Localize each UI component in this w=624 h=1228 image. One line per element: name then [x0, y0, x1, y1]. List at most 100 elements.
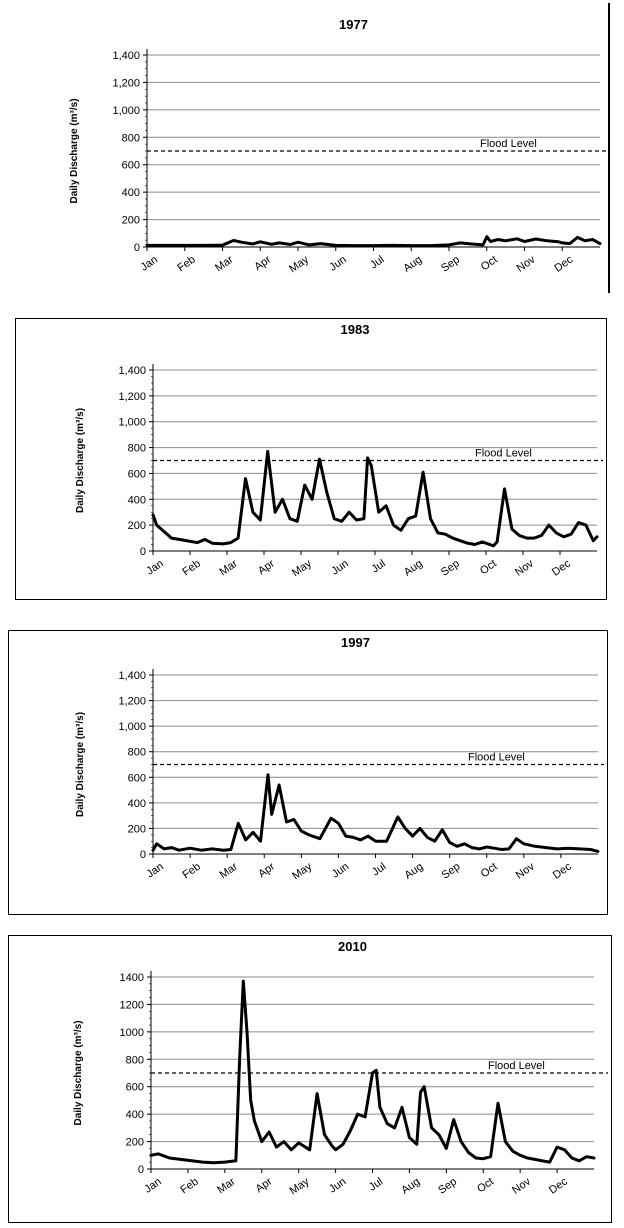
- x-tick-label-1997-aug: Aug: [403, 861, 426, 882]
- y-axis-label-1997: Daily Discharge (m³/s): [75, 712, 86, 817]
- y-tick-label-1983-2: 400: [128, 494, 146, 506]
- y-tick-label-1997-7: 1,400: [118, 670, 146, 682]
- x-tick-label-1983-nov: Nov: [513, 557, 536, 578]
- x-tick-label-1983-mar: Mar: [217, 557, 240, 578]
- y-tick-label-1977-4: 800: [122, 132, 140, 144]
- flood-level-label-1977: Flood Level: [480, 138, 537, 150]
- x-tick-label-1997-apr: Apr: [256, 860, 277, 880]
- y-tick-label-1983-0: 0: [140, 546, 146, 558]
- chart-panel-1983: 1983 0 200 400 600 800 1,000 1,200 1,400 Daily Di…: [15, 318, 607, 600]
- x-tick-label-1997-sep: Sep: [440, 861, 463, 882]
- x-tick-label-1997-jul: Jul: [370, 861, 388, 879]
- y-tick-label-1997-4: 800: [128, 747, 146, 759]
- y-tick-label-1983-7: 1,400: [118, 365, 146, 377]
- x-tick-label-1977-nov: Nov: [515, 253, 538, 274]
- y-tick-label-1977-1: 200: [122, 215, 140, 227]
- y-tick-label-1977-7: 1,400: [112, 50, 140, 62]
- series-line-1977-0: [145, 235, 602, 248]
- y-tick-label-2010-5: 1000: [120, 1027, 144, 1039]
- x-tick-label-1983-apr: Apr: [256, 557, 277, 577]
- x-tick-label-2010-jun: Jun: [327, 1176, 348, 1196]
- x-tick-label-1977-aug: Aug: [401, 254, 424, 275]
- x-tick-label-1977-may: May: [287, 253, 311, 275]
- chart-svg-2010: 2010 0 200 400 600 800 1000 1200 1400 Daily Disch…: [8, 935, 612, 1223]
- x-tick-label-1997-dec: Dec: [551, 860, 574, 881]
- panel-border-1983: [15, 318, 607, 600]
- y-tick-label-1983-4: 800: [128, 443, 146, 455]
- y-axis-label-1983: Daily Discharge (m³/s): [75, 408, 86, 513]
- series-line-1997-0: [151, 773, 600, 853]
- y-tick-label-1977-2: 400: [122, 187, 140, 199]
- x-tick-label-2010-may: May: [288, 1175, 312, 1197]
- x-tick-label-1997-nov: Nov: [514, 860, 537, 881]
- chart-title-1997: 1997: [341, 635, 370, 650]
- panel-border-1997: [8, 630, 608, 915]
- y-tick-label-1977-5: 1,000: [112, 105, 140, 117]
- x-tick-label-2010-mar: Mar: [215, 1175, 238, 1196]
- x-tick-label-2010-jan: Jan: [142, 1176, 163, 1196]
- series-line-1983-0: [151, 449, 599, 548]
- x-tick-label-1983-sep: Sep: [439, 558, 462, 579]
- chart-panel-1997: 1997 0 200 400 600 800 1,000 1,200 1,400 Daily Di…: [8, 630, 608, 915]
- x-tick-label-1983-jul: Jul: [369, 558, 387, 576]
- y-tick-label-2010-3: 600: [126, 1082, 144, 1094]
- x-tick-label-1997-mar: Mar: [218, 860, 241, 881]
- y-tick-label-1997-6: 1,200: [118, 696, 146, 708]
- x-tick-label-1983-dec: Dec: [550, 557, 573, 578]
- y-tick-label-2010-0: 0: [138, 1164, 144, 1176]
- chart-title-1977: 1977: [339, 17, 368, 32]
- x-tick-label-1997-jun: Jun: [330, 861, 351, 881]
- y-tick-label-2010-4: 800: [126, 1054, 144, 1066]
- x-tick-label-1997-may: May: [290, 860, 314, 882]
- y-tick-label-1983-1: 200: [128, 520, 146, 532]
- x-tick-label-2010-dec: Dec: [547, 1175, 570, 1196]
- x-tick-label-1977-dec: Dec: [552, 253, 575, 274]
- y-tick-label-2010-1: 200: [126, 1137, 144, 1149]
- x-tick-label-1977-jan: Jan: [139, 254, 160, 274]
- flood-level-label-1997: Flood Level: [468, 752, 525, 764]
- y-tick-label-1983-5: 1,000: [118, 417, 146, 429]
- x-tick-label-1977-sep: Sep: [439, 254, 462, 275]
- chart-title-2010: 2010: [338, 939, 367, 954]
- chart-svg-1983: 1983 0 200 400 600 800 1,000 1,200 1,400 Daily Di…: [15, 318, 607, 600]
- y-tick-label-1997-5: 1,000: [118, 721, 146, 733]
- y-tick-label-1983-6: 1,200: [118, 391, 146, 403]
- x-tick-label-1983-oct: Oct: [478, 558, 499, 578]
- x-tick-label-2010-oct: Oct: [475, 1176, 496, 1196]
- chart-svg-1997: 1997 0 200 400 600 800 1,000 1,200 1,400 Daily Di…: [8, 630, 608, 915]
- y-tick-label-1977-3: 600: [122, 160, 140, 172]
- y-tick-label-1983-3: 600: [128, 468, 146, 480]
- y-tick-label-1997-0: 0: [140, 849, 146, 861]
- panel-border-2010: [8, 935, 612, 1223]
- x-tick-label-1977-oct: Oct: [479, 254, 500, 274]
- x-tick-label-2010-feb: Feb: [178, 1176, 200, 1197]
- y-tick-label-2010-2: 400: [126, 1109, 144, 1121]
- x-tick-label-1983-may: May: [290, 557, 314, 579]
- x-tick-label-1997-feb: Feb: [181, 861, 203, 882]
- x-tick-label-1977-feb: Feb: [175, 254, 197, 275]
- flood-level-label-2010: Flood Level: [488, 1060, 545, 1072]
- y-tick-label-1997-2: 400: [128, 798, 146, 810]
- chart-panel-2010: 2010 0 200 400 600 800 1000 1200 1400 Daily Disch…: [8, 935, 612, 1223]
- x-tick-label-2010-sep: Sep: [436, 1176, 459, 1197]
- y-axis-label-2010: Daily Discharge (m³/s): [73, 1020, 84, 1125]
- x-tick-label-1977-apr: Apr: [252, 253, 273, 273]
- y-axis-label-1977: Daily Discharge (m³/s): [69, 98, 80, 203]
- y-tick-label-2010-7: 1400: [120, 972, 144, 984]
- y-tick-label-1997-1: 200: [128, 823, 146, 835]
- x-tick-label-2010-nov: Nov: [510, 1175, 533, 1196]
- series-line-2010-0: [149, 979, 596, 1165]
- x-tick-label-1997-jan: Jan: [144, 861, 165, 881]
- chart-title-1983: 1983: [341, 322, 370, 337]
- flood-level-label-1983: Flood Level: [475, 448, 532, 460]
- x-tick-label-1977-jun: Jun: [327, 254, 348, 274]
- chart-svg-1977: 1977 0 200 400 600 800 1,000 1,200 1,400 Daily Di…: [69, 3, 610, 293]
- chart-panel-1977: 1977 0 200 400 600 800 1,000 1,200 1,400 Daily Di…: [2, 3, 610, 293]
- y-tick-label-1977-6: 1,200: [112, 77, 140, 89]
- y-tick-label-2010-6: 1200: [120, 999, 144, 1011]
- x-tick-label-1983-feb: Feb: [180, 558, 202, 579]
- x-tick-label-1977-mar: Mar: [213, 253, 236, 274]
- y-tick-label-1977-0: 0: [134, 242, 140, 254]
- x-tick-label-2010-aug: Aug: [399, 1176, 422, 1197]
- x-tick-label-1983-aug: Aug: [402, 558, 425, 579]
